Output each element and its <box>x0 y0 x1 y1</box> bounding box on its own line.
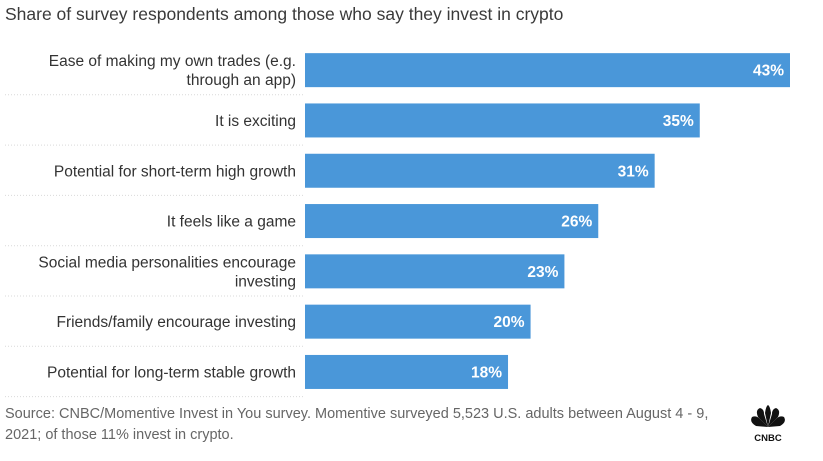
category-label: It is exciting <box>215 113 296 130</box>
logo-text: CNBC <box>754 433 782 443</box>
category-label: Friends/family encourage investing <box>56 314 296 331</box>
bar <box>305 254 565 289</box>
bar <box>305 53 790 88</box>
bar-value-label: 26% <box>561 214 592 231</box>
bar-value-label: 35% <box>663 113 694 130</box>
category-label: investing <box>235 273 296 290</box>
category-label: through an app) <box>187 72 296 89</box>
bar-value-label: 43% <box>753 63 784 80</box>
category-label: Ease of making my own trades (e.g. <box>49 53 296 70</box>
bar <box>305 153 655 188</box>
bar <box>305 204 599 239</box>
category-label: It feels like a game <box>167 214 296 231</box>
bar-chart: 43% Ease of making my own trades (e.g. thr… <box>5 53 790 398</box>
bar-value-label: 18% <box>471 364 502 381</box>
bar-value-label: 20% <box>494 314 525 331</box>
cnbc-peacock-logo: CNBC <box>751 405 785 443</box>
bar-value-label: 31% <box>618 163 649 180</box>
bar <box>305 304 531 339</box>
bar-value-label: 23% <box>527 264 558 281</box>
chart-subtitle: Share of survey respondents among those … <box>5 4 564 24</box>
category-label: Social media personalities encourage <box>38 254 296 271</box>
bar <box>305 103 700 138</box>
category-label: Potential for long-term stable growth <box>47 364 296 381</box>
bar <box>305 354 509 389</box>
source-note: Source: CNBC/Momentive Invest in You sur… <box>5 406 709 443</box>
category-label: Potential for short-term high growth <box>54 163 296 180</box>
